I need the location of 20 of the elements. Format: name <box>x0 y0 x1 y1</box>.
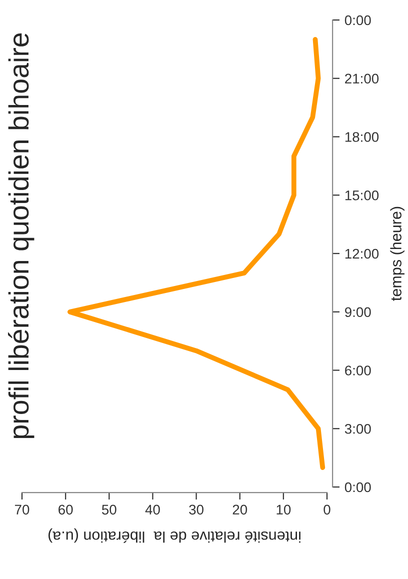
y-tick-label: 18:00 <box>345 132 379 142</box>
text: profil libération quotidien bihoaire <box>8 33 34 438</box>
x-tick-label: 20 <box>232 504 248 515</box>
x-tick-label: 70 <box>14 504 30 515</box>
y-tick-label: 15:00 <box>345 190 379 200</box>
y-tick-label: 0:00 <box>344 482 371 492</box>
y-axis-title: temps (heure) <box>390 206 404 301</box>
x-axis-title: intensité relative de la libération (u.a) <box>48 528 300 543</box>
x-tick-label: 30 <box>189 504 204 515</box>
y-tick-label: 6:00 <box>345 366 371 376</box>
x-tick-label: 50 <box>102 504 116 515</box>
x-tick-label: 10 <box>276 504 291 515</box>
x-tick-label: 40 <box>145 504 160 515</box>
y-tick-label: 3:00 <box>344 424 371 434</box>
y-tick-label: 21:00 <box>345 74 379 84</box>
y-tick-label: 9:00 <box>345 307 371 318</box>
y-tick-label: 12:00 <box>345 248 379 259</box>
y-tick-label: 0:00 <box>344 15 371 26</box>
x-tick-label: 60 <box>58 504 73 515</box>
x-tick-label: 0 <box>324 504 330 515</box>
